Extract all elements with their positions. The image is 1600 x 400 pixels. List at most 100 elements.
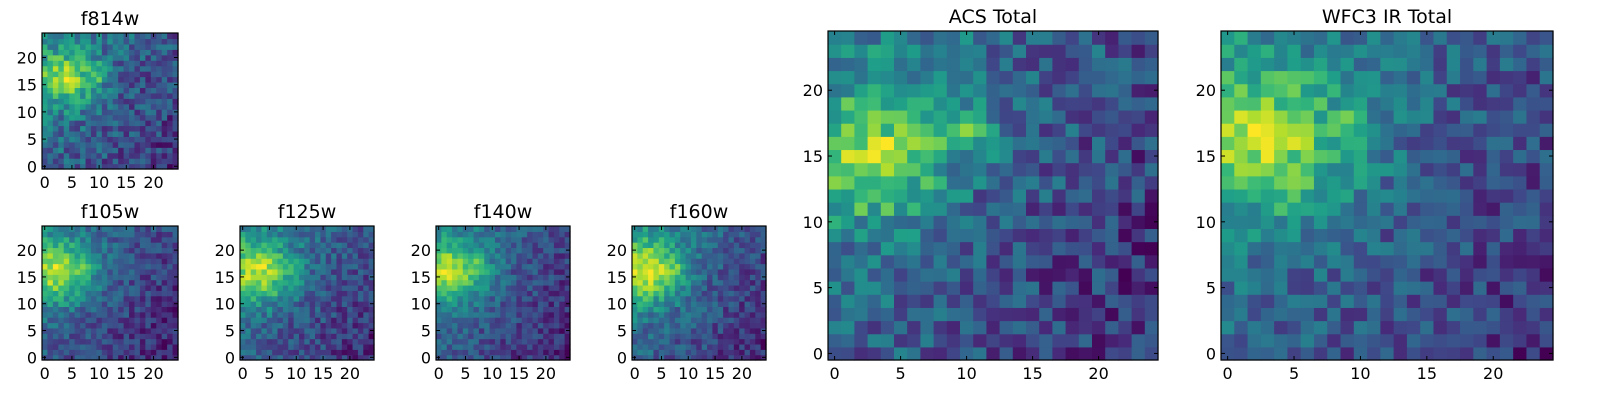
heatmap-cell [357,284,364,291]
heatmap-cell [80,263,87,270]
heatmap-cell [250,311,257,318]
heatmap-cell [920,70,935,85]
heatmap-cell [728,279,735,286]
heatmap-cell [1446,215,1461,229]
heatmap-cell [118,120,125,127]
heatmap-cell [1247,123,1262,137]
heatmap-cell [658,258,665,265]
heatmap-cell [658,231,665,238]
heatmap-cell [118,263,125,270]
y-tick-label: 15 [1196,147,1216,166]
heatmap-cell [272,263,279,270]
heatmap-cell [920,162,935,177]
heatmap-cell [150,322,157,329]
heatmap-cell [1131,346,1146,361]
heatmap-cell [90,242,97,249]
heatmap-cell [841,267,855,282]
heatmap-cell [749,306,756,313]
heatmap-cell [462,252,469,259]
heatmap-cell [739,236,746,243]
heatmap-cell [341,279,348,286]
heatmap-cell [272,258,279,265]
heatmap-cell [1353,202,1368,216]
heatmap-cell [452,263,459,270]
heatmap-cell [261,354,268,361]
heatmap-cell [96,284,103,291]
heatmap-cell [1234,57,1249,72]
heatmap-cell [468,252,475,259]
heatmap-cell [484,338,491,345]
heatmap-cell [150,236,157,243]
heatmap-cell [1446,162,1461,177]
heatmap-cell [1131,31,1146,45]
heatmap-cell [150,43,157,50]
heatmap-cell [1131,70,1146,85]
y-tick-label: 5 [27,322,37,341]
heatmap-cell [161,76,168,83]
heatmap-cell [96,327,103,334]
heatmap-cell [1052,202,1067,216]
heatmap-cell [653,231,660,238]
heatmap-cell [1131,188,1146,203]
heatmap-cell [1274,215,1288,229]
heatmap-cell [298,311,305,318]
heatmap-cell [960,123,974,137]
heatmap-cell [129,109,136,116]
heatmap-cell [712,258,719,265]
heatmap-cell [637,231,644,238]
heatmap-cell [446,306,453,313]
heatmap-cell [452,274,459,281]
heatmap-cell [500,322,507,329]
heatmap-cell [637,354,644,361]
heatmap-cell [484,311,491,318]
heatmap-cell [653,333,660,340]
heatmap-cell [1353,70,1368,85]
heatmap-cell [739,317,746,324]
heatmap-cell [1131,109,1146,124]
heatmap-cell [357,349,364,356]
heatmap-cell [1486,123,1501,137]
heatmap-cell [368,349,375,356]
heatmap-cell [167,109,174,116]
heatmap-cell [112,252,119,259]
heatmap-cell [1274,96,1288,111]
heatmap-cell [484,258,491,265]
heatmap-cell [309,279,316,286]
heatmap-cell [63,54,70,61]
heatmap-cell [637,268,644,275]
heatmap-cell [468,343,475,350]
heatmap-cell [85,136,92,143]
heatmap-cell [1446,228,1461,243]
heatmap-cell [1367,333,1381,348]
heatmap-cell [946,320,961,335]
heatmap-cell [739,327,746,334]
heatmap-cell [42,71,49,78]
heatmap-cell [331,252,338,259]
heatmap-cell [1406,346,1421,361]
heatmap-cell [680,258,687,265]
heatmap-cell [129,306,136,313]
y-tick-label: 10 [1196,213,1216,232]
heatmap-cell [336,252,343,259]
heatmap-cell [658,338,665,345]
heatmap-cell [478,290,485,297]
heatmap-cell [1486,241,1501,256]
heatmap-cell [717,274,724,281]
heatmap-cell [320,252,327,259]
heatmap-cell [690,311,697,318]
heatmap-cell [841,70,855,85]
heatmap-cell [658,252,665,259]
heatmap-cell [261,226,268,232]
heatmap-cell [118,114,125,121]
heatmap-cell [363,338,370,345]
heatmap-cell [553,258,560,265]
heatmap-cell [272,295,279,302]
heatmap-cell [58,147,65,154]
heatmap-cell [134,81,141,88]
heatmap-cell [167,247,174,254]
heatmap-cell [1539,31,1554,45]
heatmap-cell [1406,294,1421,308]
heatmap-cell [1105,44,1119,58]
heatmap-cell [1513,44,1528,58]
heatmap-cell [288,279,295,286]
